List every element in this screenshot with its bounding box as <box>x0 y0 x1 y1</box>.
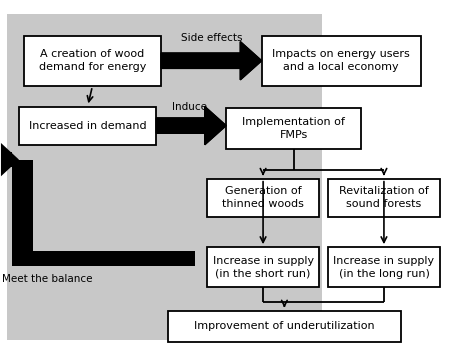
FancyBboxPatch shape <box>24 36 161 86</box>
Text: A creation of wood
demand for energy: A creation of wood demand for energy <box>39 49 146 72</box>
Text: Increase in supply
(in the long run): Increase in supply (in the long run) <box>333 256 435 279</box>
FancyBboxPatch shape <box>227 108 361 149</box>
FancyBboxPatch shape <box>208 179 319 217</box>
Text: Induce: Induce <box>172 102 207 112</box>
FancyBboxPatch shape <box>328 179 440 217</box>
Polygon shape <box>1 143 19 176</box>
FancyBboxPatch shape <box>262 36 420 86</box>
Text: Impacts on energy users
and a local economy: Impacts on energy users and a local econ… <box>273 49 410 72</box>
Text: Implementation of
FMPs: Implementation of FMPs <box>242 117 346 140</box>
FancyBboxPatch shape <box>168 311 401 342</box>
Text: Increased in demand: Increased in demand <box>29 121 146 130</box>
Text: Generation of
thinned woods: Generation of thinned woods <box>222 186 304 209</box>
Bar <box>1 152 12 167</box>
FancyBboxPatch shape <box>208 247 319 287</box>
Text: Side effects: Side effects <box>181 33 243 43</box>
Polygon shape <box>161 42 262 80</box>
FancyBboxPatch shape <box>19 107 156 145</box>
Bar <box>7 14 322 340</box>
Text: Revitalization of
sound forests: Revitalization of sound forests <box>339 186 429 209</box>
Bar <box>23 251 195 266</box>
Text: Meet the balance: Meet the balance <box>2 274 92 284</box>
Polygon shape <box>161 42 262 80</box>
FancyBboxPatch shape <box>328 247 440 287</box>
Text: Improvement of underutilization: Improvement of underutilization <box>194 321 375 331</box>
Bar <box>12 160 33 266</box>
Polygon shape <box>156 107 226 145</box>
Text: Increase in supply
(in the short run): Increase in supply (in the short run) <box>212 256 314 279</box>
Polygon shape <box>156 107 226 145</box>
